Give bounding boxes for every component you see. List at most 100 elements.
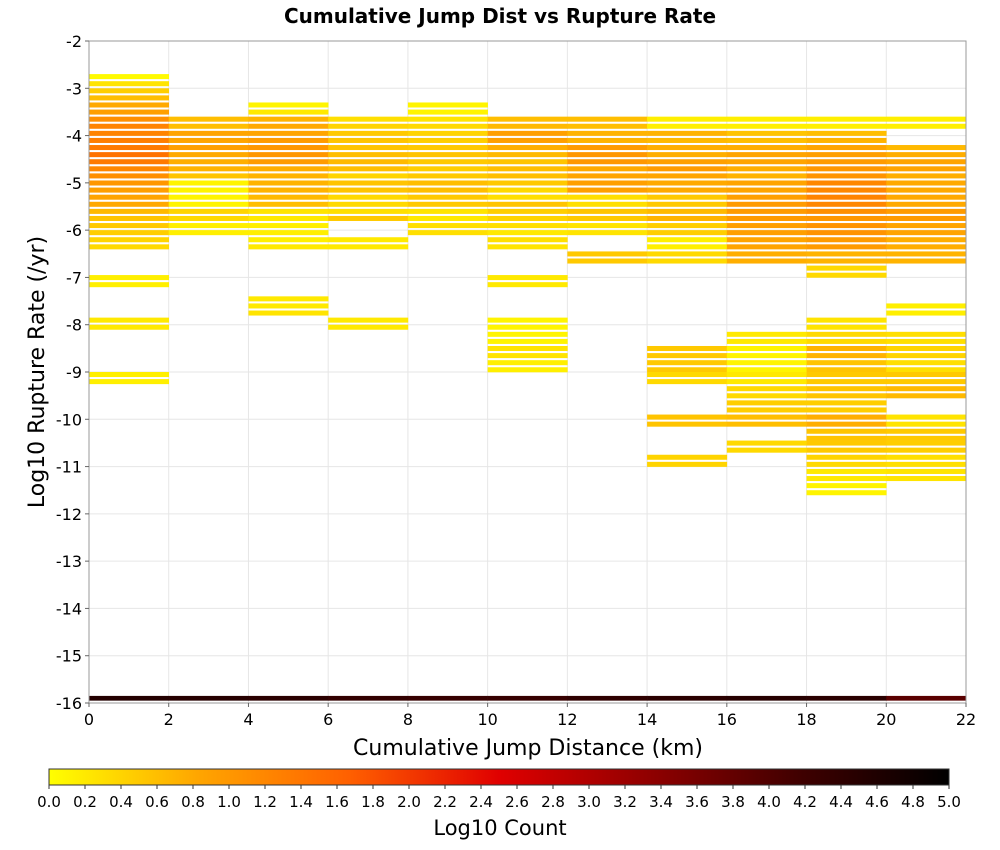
heatmap-cell	[89, 317, 170, 323]
heatmap-cell	[328, 244, 409, 250]
heatmap-cell	[248, 180, 329, 186]
heatmap-cell	[407, 695, 488, 701]
heatmap-cell	[806, 159, 887, 165]
heatmap-cell	[647, 461, 728, 467]
heatmap-cell	[647, 345, 728, 352]
heatmap-cell	[487, 230, 568, 236]
heatmap-cell	[487, 317, 568, 323]
heatmap-cell	[647, 258, 728, 264]
chart-title: Cumulative Jump Dist vs Rupture Rate	[284, 4, 716, 28]
heatmap-cell	[886, 208, 967, 214]
heatmap-cell	[168, 123, 249, 129]
colorbar-tick-label: 0.0	[37, 793, 61, 811]
heatmap-cell	[806, 166, 887, 172]
heatmap-cell	[726, 201, 807, 207]
heatmap-cell	[806, 414, 887, 420]
heatmap-cell	[567, 251, 648, 257]
x-tick-label: 12	[557, 710, 577, 729]
heatmap-cell	[647, 201, 728, 207]
heatmap-cell	[248, 194, 329, 200]
heatmap-cell	[328, 173, 409, 179]
heatmap-cell	[647, 180, 728, 186]
heatmap-cell	[89, 201, 170, 207]
heatmap-cell	[407, 230, 488, 236]
heatmap-cell	[886, 116, 967, 122]
heatmap-cell	[89, 74, 170, 80]
heatmap-cell	[806, 461, 887, 467]
heatmap-cell	[407, 223, 488, 229]
heatmap-cell	[806, 400, 887, 406]
heatmap-cell	[726, 215, 807, 221]
heatmap-cell	[407, 116, 488, 122]
heatmap-cell	[487, 237, 568, 243]
heatmap-cell	[567, 166, 648, 172]
heatmap-cell	[886, 476, 967, 482]
heatmap-cell	[806, 130, 887, 136]
heatmap-cell	[647, 123, 728, 129]
heatmap-cell	[647, 695, 728, 701]
heatmap-cell	[89, 116, 170, 122]
heatmap-cell	[248, 296, 329, 302]
heatmap-cell	[726, 251, 807, 257]
heatmap-cell	[328, 215, 409, 221]
heatmap-cell	[328, 317, 409, 323]
heatmap-cell	[806, 490, 887, 496]
heatmap-cell	[328, 187, 409, 193]
heatmap-cell	[89, 159, 170, 165]
heatmap-cell	[806, 145, 887, 151]
heatmap-cell	[886, 145, 967, 151]
heatmap-cell	[806, 379, 887, 385]
colorbar-label: Log10 Count	[433, 816, 566, 840]
heatmap-cell	[487, 353, 568, 359]
heatmap-cell	[806, 215, 887, 221]
heatmap-cell	[806, 123, 887, 129]
heatmap-cell	[487, 208, 568, 214]
heatmap-cell	[89, 152, 170, 158]
heatmap-cell	[248, 215, 329, 221]
heatmap-cell	[726, 447, 807, 453]
heatmap-cell	[567, 215, 648, 221]
heatmap-cell	[328, 324, 409, 330]
heatmap-cells	[89, 74, 967, 701]
heatmap-cell	[647, 208, 728, 214]
heatmap-cell	[647, 379, 728, 385]
colorbar-tick-label: 4.0	[757, 793, 781, 811]
heatmap-cell	[168, 230, 249, 236]
heatmap-cell	[487, 159, 568, 165]
heatmap-cell	[89, 123, 170, 129]
heatmap-cell	[407, 166, 488, 172]
heatmap-cell	[647, 353, 728, 359]
heatmap-cell	[89, 208, 170, 214]
heatmap-cell	[407, 123, 488, 129]
colorbar-tick-label: 2.2	[433, 793, 457, 811]
heatmap-cell	[89, 282, 170, 288]
heatmap-cell	[647, 372, 728, 378]
heatmap-cell	[168, 180, 249, 186]
heatmap-cell	[806, 251, 887, 257]
heatmap-cell	[886, 454, 967, 460]
heatmap-cell	[806, 208, 887, 214]
heatmap-cell	[886, 123, 967, 129]
heatmap-cell	[89, 173, 170, 179]
colorbar-tick-label: 4.6	[865, 793, 889, 811]
x-tick-label: 18	[796, 710, 816, 729]
heatmap-cell	[89, 372, 170, 378]
heatmap-cell	[806, 454, 887, 460]
heatmap-cell	[726, 331, 807, 337]
heatmap-cell	[407, 159, 488, 165]
colorbar-tick-label: 5.0	[937, 793, 961, 811]
heatmap-cell	[726, 130, 807, 136]
heatmap-cell	[487, 695, 568, 701]
heatmap-cell	[328, 237, 409, 243]
heatmap-cell	[726, 372, 807, 378]
heatmap-cell	[328, 123, 409, 129]
heatmap-cell	[487, 244, 568, 250]
heatmap-cell	[806, 180, 887, 186]
heatmap-cell	[647, 360, 728, 366]
heatmap-cell	[886, 303, 967, 309]
heatmap-cell	[89, 695, 170, 701]
heatmap-cell	[886, 173, 967, 179]
heatmap-cell	[886, 310, 967, 316]
heatmap-cell	[886, 360, 967, 366]
heatmap-cell	[726, 407, 807, 413]
